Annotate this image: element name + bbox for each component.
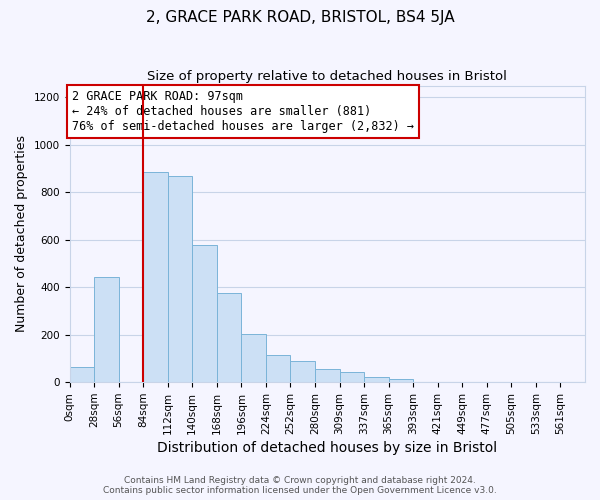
Y-axis label: Number of detached properties: Number of detached properties — [15, 136, 28, 332]
Bar — [315, 369, 340, 382]
Bar — [290, 361, 315, 382]
X-axis label: Distribution of detached houses by size in Bristol: Distribution of detached houses by size … — [157, 441, 497, 455]
Text: 2 GRACE PARK ROAD: 97sqm
← 24% of detached houses are smaller (881)
76% of semi-: 2 GRACE PARK ROAD: 97sqm ← 24% of detach… — [72, 90, 414, 133]
Bar — [266, 355, 290, 382]
Bar — [241, 334, 266, 382]
Text: Contains HM Land Registry data © Crown copyright and database right 2024.
Contai: Contains HM Land Registry data © Crown c… — [103, 476, 497, 495]
Bar — [94, 276, 119, 382]
Bar — [192, 244, 217, 382]
Text: 2, GRACE PARK ROAD, BRISTOL, BS4 5JA: 2, GRACE PARK ROAD, BRISTOL, BS4 5JA — [146, 10, 454, 25]
Bar — [70, 367, 94, 382]
Bar — [217, 293, 241, 382]
Bar — [340, 372, 364, 382]
Bar — [168, 176, 192, 382]
Bar — [143, 172, 168, 382]
Title: Size of property relative to detached houses in Bristol: Size of property relative to detached ho… — [148, 70, 507, 83]
Bar — [364, 378, 389, 382]
Bar — [389, 378, 413, 382]
